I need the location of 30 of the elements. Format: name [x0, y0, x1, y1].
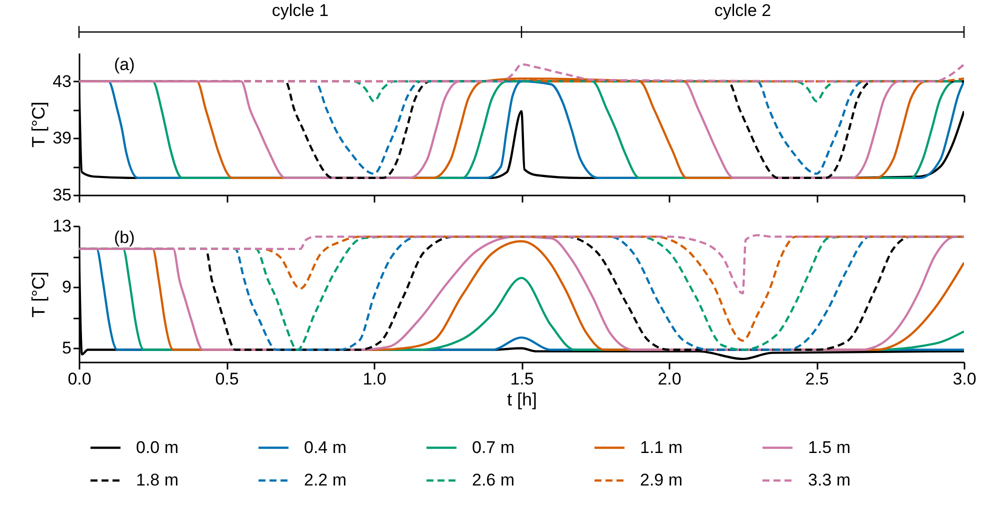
legend-label: 0.7 m	[472, 438, 515, 457]
y-tick-label: 35	[52, 186, 72, 204]
legend-label: 2.9 m	[640, 470, 683, 490]
y-tick-label: 13	[52, 216, 72, 236]
y-axis-title: T [°C]	[28, 102, 49, 148]
annotation: (b)	[114, 228, 135, 247]
x-tick-label: 1.5	[510, 370, 534, 388]
x-tick-label: 2.0	[658, 370, 682, 388]
text: cylcle 2	[714, 1, 772, 20]
x-tick-label: 2.5	[805, 370, 829, 388]
y-tick-label: 39	[52, 128, 72, 148]
legend-label: 3.3 m	[808, 470, 851, 490]
y-tick-label: 5	[62, 338, 72, 358]
legend-label: 1.1 m	[640, 438, 683, 457]
legend-label: 2.6 m	[472, 470, 515, 490]
x-axis-title: t [h]	[506, 390, 538, 410]
legend-label: 0.0 m	[136, 438, 179, 457]
text: cylcle 1	[272, 1, 329, 20]
y-tick-label: 43	[52, 72, 72, 91]
x-tick-label: 3.0	[952, 370, 976, 388]
legend-label: 2.2 m	[304, 470, 347, 490]
x-tick-label: 0.0	[68, 370, 92, 388]
y-axis-title: T [°C]	[28, 272, 49, 318]
x-tick-label: 1.0	[362, 370, 386, 388]
annotation: (a)	[114, 55, 135, 74]
legend-label: 1.8 m	[136, 470, 179, 490]
x-tick-label: 0.5	[215, 370, 239, 388]
legend-label: 0.4 m	[304, 438, 347, 457]
legend-label: 1.5 m	[808, 438, 851, 457]
y-tick-label: 9	[62, 278, 72, 297]
